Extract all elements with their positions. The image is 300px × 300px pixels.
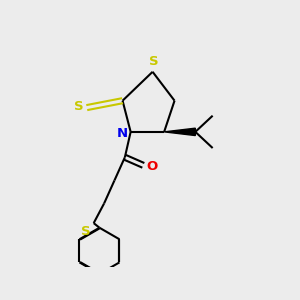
Text: N: N [117,127,128,140]
Text: O: O [146,160,158,173]
Text: S: S [81,225,91,239]
Text: S: S [149,55,159,68]
Text: S: S [74,100,84,113]
Polygon shape [164,128,195,136]
